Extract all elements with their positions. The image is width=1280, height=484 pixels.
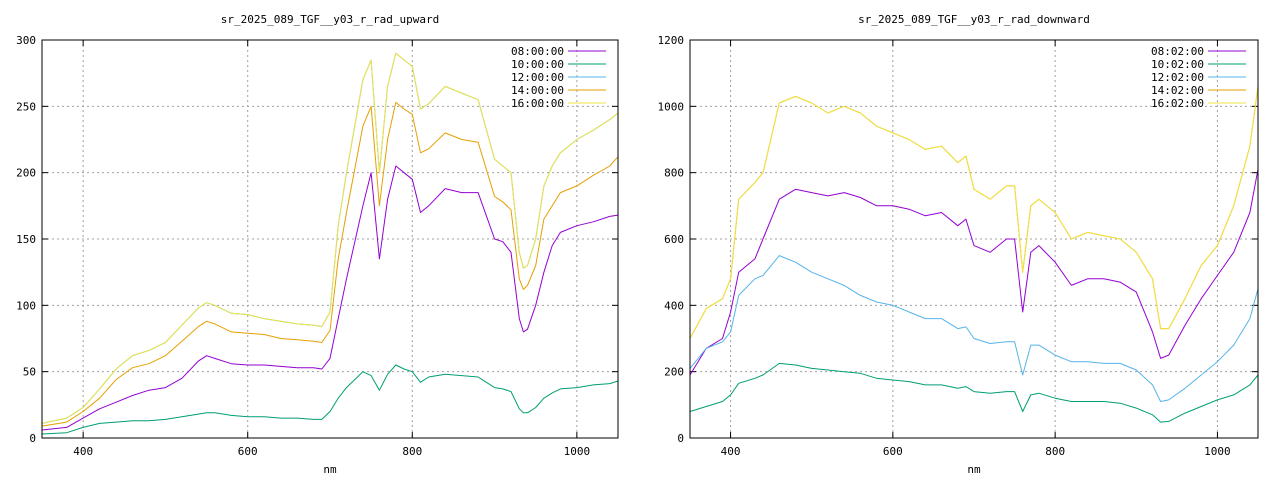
x-tick-label: 600 (238, 445, 258, 458)
x-tick-label: 600 (883, 445, 903, 458)
x-tick-label: 800 (402, 445, 422, 458)
series-line-080000 (41, 165, 619, 431)
legend-label: 12:00:00 (511, 71, 564, 84)
legend-label: 10:02:00 (1151, 58, 1204, 71)
y-tick-label: 150 (16, 233, 36, 246)
y-tick-label: 200 (16, 167, 36, 180)
series-line-120200 (689, 255, 1259, 402)
y-tick-label: 250 (16, 100, 36, 113)
y-tick-label: 50 (23, 366, 36, 379)
y-tick-label: 0 (29, 432, 36, 445)
series-line-160000 (41, 52, 619, 424)
x-tick-label: 1000 (564, 445, 591, 458)
plot-frame (689, 39, 1259, 439)
y-tick-label: 100 (16, 299, 36, 312)
x-tick-label: 800 (1045, 445, 1065, 458)
chart-1: sr_2025_089_TGF__y03_r_rad_upward 0 50 100 1… (16, 13, 619, 476)
legend-label: 16:00:00 (511, 97, 564, 110)
x-tick-label: 400 (721, 445, 741, 458)
y-tick-label: 1200 (658, 34, 685, 47)
series-line-140200 (689, 86, 1259, 339)
y-tick-label: 1000 (658, 100, 685, 113)
y-tick-label: 300 (16, 34, 36, 47)
x-axis-label: nm (323, 463, 337, 476)
y-tick-label: 200 (664, 366, 684, 379)
chart-title: sr_2025_089_TGF__y03_r_rad_downward (858, 13, 1090, 26)
plot-frame (41, 39, 619, 439)
legend-label: 08:02:00 (1151, 45, 1204, 58)
y-tick-label: 800 (664, 167, 684, 180)
y-tick-label: 600 (664, 233, 684, 246)
series-line-160200 (689, 86, 1259, 339)
chart-2: sr_2025_089_TGF__y03_r_rad_downward 0 200 4… (658, 13, 1259, 476)
legend-label: 14:02:00 (1151, 84, 1204, 97)
y-tick-label: 400 (664, 299, 684, 312)
x-tick-label: 1000 (1204, 445, 1231, 458)
series-line-140000 (41, 101, 619, 427)
legend-label: 12:02:00 (1151, 71, 1204, 84)
legend-label: 10:00:00 (511, 58, 564, 71)
legend-label: 08:00:00 (511, 45, 564, 58)
x-tick-label: 400 (73, 445, 93, 458)
series-line-080200 (689, 169, 1259, 376)
chart-title: sr_2025_089_TGF__y03_r_rad_upward (221, 13, 440, 26)
legend-label: 14:00:00 (511, 84, 564, 97)
y-tick-label: 0 (677, 432, 684, 445)
series-line-100200 (689, 362, 1259, 423)
legend-label: 16:02:00 (1151, 97, 1204, 110)
x-axis-label: nm (967, 463, 981, 476)
series-line-100000 (41, 364, 619, 435)
